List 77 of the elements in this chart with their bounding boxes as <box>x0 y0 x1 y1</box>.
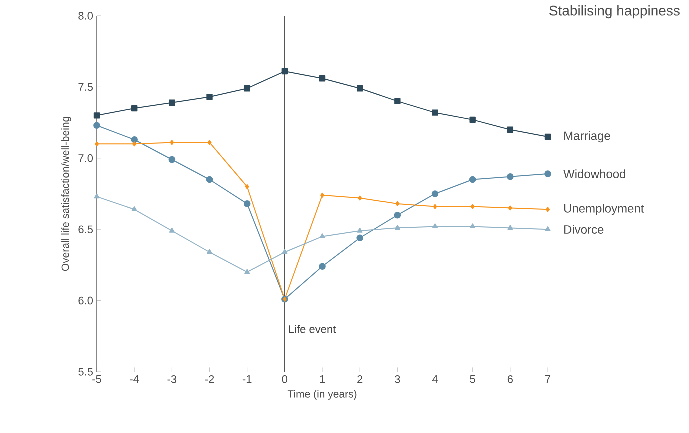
x-tick-label: 7 <box>546 376 551 384</box>
point <box>507 174 514 180</box>
point <box>544 134 552 140</box>
point <box>320 192 325 198</box>
y-tick-label: 7.5 <box>78 83 94 92</box>
point <box>132 206 138 212</box>
series-label: Unemployment <box>564 204 644 216</box>
point <box>282 68 288 75</box>
y-tick-label: 8.0 <box>78 12 94 20</box>
point <box>394 225 400 230</box>
series-label: Marriage <box>564 131 610 143</box>
y-tick-label: 6.5 <box>78 226 94 234</box>
point <box>207 249 213 254</box>
point <box>245 184 250 190</box>
point <box>469 176 476 184</box>
x-tick-label: -2 <box>205 376 214 384</box>
point <box>320 234 326 239</box>
point <box>206 176 214 184</box>
point <box>394 212 402 219</box>
point <box>95 142 100 147</box>
ref-line-label: Life event <box>289 325 336 334</box>
point <box>319 76 326 82</box>
x-axis-title: Time (in years) <box>288 390 357 400</box>
point <box>244 269 250 274</box>
x-tick-label: 6 <box>508 376 513 384</box>
point <box>94 122 100 130</box>
point <box>396 201 400 206</box>
point <box>170 140 174 146</box>
point <box>470 224 476 229</box>
point <box>433 204 438 210</box>
point <box>394 98 401 105</box>
point <box>244 200 251 208</box>
y-axis-title: Overall life satisfaction/well-being <box>62 117 72 272</box>
x-tick-label: 0 <box>282 376 288 384</box>
y-tick-label: 5.5 <box>78 368 94 376</box>
series-label: Divorce <box>564 225 604 234</box>
x-tick-label: 2 <box>358 376 363 384</box>
point <box>546 207 550 212</box>
text: Stabilising happiness <box>550 6 680 19</box>
point <box>356 234 364 242</box>
point <box>358 196 362 201</box>
point <box>131 105 138 112</box>
point <box>169 228 175 233</box>
series-label: Widowhood <box>564 170 626 178</box>
point <box>94 112 100 119</box>
point <box>131 136 138 144</box>
point <box>282 249 288 254</box>
point <box>470 204 475 210</box>
point <box>132 142 137 147</box>
point <box>356 86 364 92</box>
x-tick-label: -1 <box>242 376 252 384</box>
x-tick-label: -3 <box>168 376 177 384</box>
y-tick-label: 6.0 <box>78 296 94 305</box>
point <box>544 170 552 178</box>
x-tick-label: 5 <box>470 376 476 384</box>
point <box>508 225 514 230</box>
point <box>432 110 438 116</box>
point <box>206 94 213 100</box>
x-tick-label: -4 <box>130 376 140 384</box>
point <box>319 263 326 270</box>
point <box>545 226 551 232</box>
y-tick-label: 7.0 <box>78 154 94 162</box>
point <box>357 228 363 233</box>
point <box>432 224 438 229</box>
point <box>432 190 439 198</box>
x-tick-label: 4 <box>432 376 438 384</box>
point <box>508 206 512 211</box>
point <box>470 116 476 124</box>
point <box>208 140 212 146</box>
x-tick-label: -5 <box>92 376 102 384</box>
point <box>94 194 100 199</box>
point <box>169 100 176 106</box>
x-tick-label: 1 <box>320 376 326 384</box>
point <box>507 126 514 134</box>
point <box>244 86 250 92</box>
x-tick-label: 3 <box>395 376 400 384</box>
point <box>168 156 176 164</box>
